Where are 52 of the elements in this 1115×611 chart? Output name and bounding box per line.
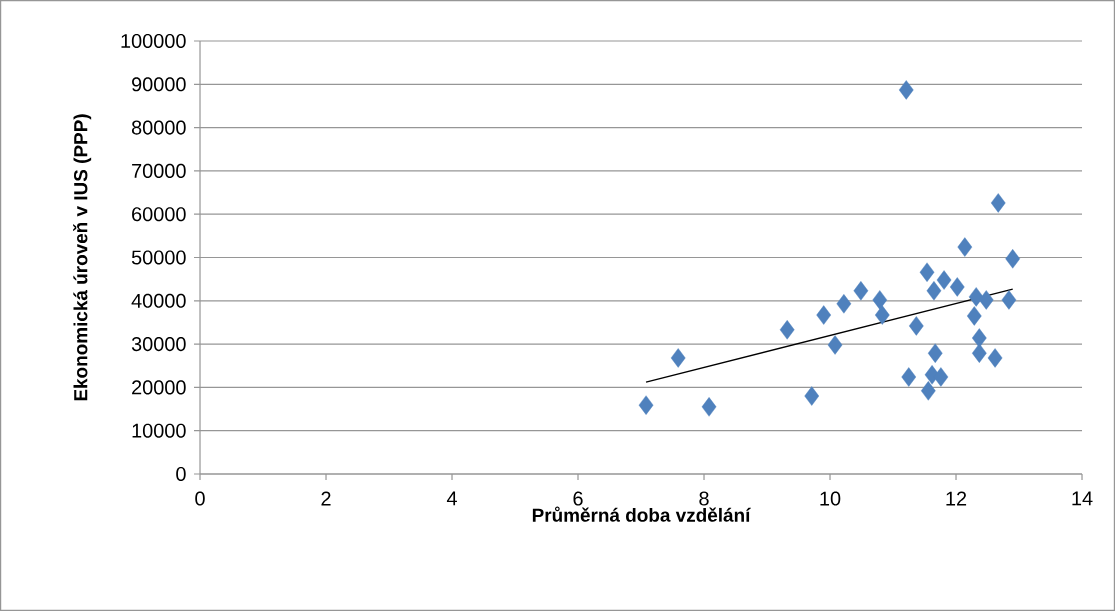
x-tick-label: 2 — [321, 491, 331, 506]
point — [872, 290, 888, 310]
point — [966, 306, 982, 326]
x-tick-label: 6 — [573, 491, 583, 506]
x-tick-label: 4 — [446, 491, 457, 506]
point — [1001, 290, 1017, 310]
point — [972, 328, 987, 348]
point — [816, 305, 832, 325]
x-tick-label: 0 — [195, 491, 205, 506]
point — [978, 290, 994, 310]
point — [804, 386, 820, 406]
point — [926, 281, 942, 301]
point — [1005, 249, 1021, 269]
point — [836, 294, 852, 314]
point — [898, 80, 914, 100]
x-tick-label: 8 — [699, 491, 709, 506]
x-axis-title: Průměrná doba vzdělání — [532, 506, 751, 522]
point — [701, 397, 717, 417]
y-tick-label: 70000 — [132, 163, 186, 178]
x-tick-label: 10 — [820, 491, 841, 506]
y-tick-label: 10000 — [132, 423, 186, 438]
point — [919, 262, 935, 282]
y-tick-label: 30000 — [131, 337, 186, 352]
point — [968, 287, 984, 307]
point — [936, 270, 952, 290]
y-tick-label: 100000 — [121, 33, 186, 49]
point — [853, 281, 869, 301]
y-tick-label: 80000 — [131, 120, 186, 135]
point — [957, 237, 973, 257]
point — [987, 348, 1003, 368]
point — [909, 316, 924, 336]
point — [972, 343, 987, 363]
y-axis-title: Ekonomická úroveň v IUS (PPP) — [73, 114, 92, 401]
y-tick-label: 20000 — [132, 380, 186, 395]
point — [827, 335, 843, 355]
point — [638, 395, 654, 415]
point — [949, 277, 965, 297]
y-tick-label: 40000 — [131, 293, 186, 308]
point — [927, 343, 943, 363]
point — [920, 381, 936, 401]
point — [779, 320, 795, 340]
point — [933, 367, 949, 387]
point — [901, 367, 917, 387]
x-tick-label: 12 — [946, 491, 967, 506]
y-tick-label: 50000 — [131, 250, 186, 265]
y-tick-label: 0 — [176, 466, 186, 482]
x-tick-label: 14 — [1072, 491, 1093, 506]
point — [874, 305, 890, 325]
y-tick-label: 90000 — [132, 77, 186, 92]
point — [670, 348, 686, 368]
point — [990, 193, 1006, 213]
y-tick-label: 60000 — [132, 207, 186, 222]
